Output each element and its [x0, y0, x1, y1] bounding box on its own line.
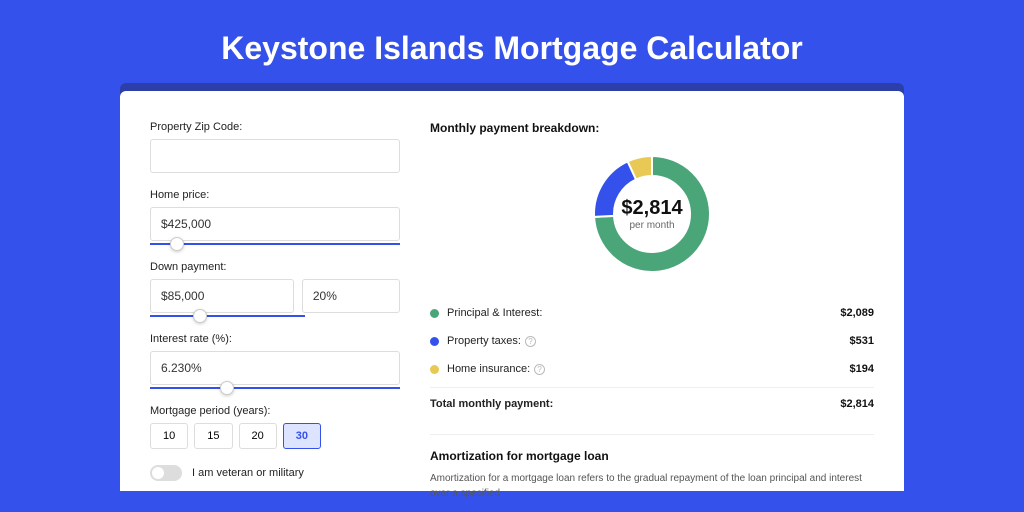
donut-center: $2,814 per month [621, 197, 682, 231]
legend-total-row: Total monthly payment: $2,814 [430, 387, 874, 418]
legend-row: Property taxes:? $531 [430, 327, 874, 355]
legend-row: Principal & Interest: $2,089 [430, 299, 874, 327]
home-price-label: Home price: [150, 189, 400, 201]
legend: Principal & Interest: $2,089 Property ta… [430, 299, 874, 418]
info-icon[interactable]: ? [525, 336, 536, 347]
slider-thumb[interactable] [220, 381, 234, 395]
calculator-card: Property Zip Code: Home price: Down paym… [120, 91, 904, 491]
zip-label: Property Zip Code: [150, 121, 400, 133]
slider-thumb[interactable] [193, 309, 207, 323]
home-price-input[interactable] [150, 207, 400, 241]
legend-row: Home insurance:? $194 [430, 355, 874, 383]
total-label: Total monthly payment: [430, 398, 840, 410]
legend-dot [430, 365, 439, 374]
page-title: Keystone Islands Mortgage Calculator [0, 0, 1024, 91]
home-price-slider[interactable] [150, 243, 400, 245]
period-btn-30[interactable]: 30 [283, 423, 321, 449]
veteran-label: I am veteran or military [192, 467, 304, 479]
slider-thumb[interactable] [170, 237, 184, 251]
mortgage-period-label: Mortgage period (years): [150, 405, 400, 417]
info-icon[interactable]: ? [534, 364, 545, 375]
down-payment-label: Down payment: [150, 261, 400, 273]
legend-dot [430, 337, 439, 346]
amortization-text: Amortization for a mortgage loan refers … [430, 471, 874, 501]
form-panel: Property Zip Code: Home price: Down paym… [150, 121, 400, 491]
zip-input[interactable] [150, 139, 400, 173]
breakdown-panel: Monthly payment breakdown: $2,814 per mo… [430, 121, 874, 491]
legend-value: $531 [850, 335, 874, 347]
veteran-toggle[interactable] [150, 465, 182, 481]
down-payment-slider[interactable] [150, 315, 305, 317]
legend-dot [430, 309, 439, 318]
interest-rate-label: Interest rate (%): [150, 333, 400, 345]
interest-rate-field: Interest rate (%): [150, 333, 400, 389]
legend-label: Principal & Interest: [447, 307, 840, 319]
period-btn-20[interactable]: 20 [239, 423, 277, 449]
mortgage-period-field: Mortgage period (years): 1015 2030 [150, 405, 400, 449]
down-payment-field: Down payment: [150, 261, 400, 317]
legend-label: Property taxes:? [447, 335, 850, 347]
interest-rate-slider[interactable] [150, 387, 400, 389]
period-btn-15[interactable]: 15 [194, 423, 232, 449]
donut-sub: per month [621, 220, 682, 231]
interest-rate-input[interactable] [150, 351, 400, 385]
donut-chart: $2,814 per month [430, 149, 874, 279]
veteran-row: I am veteran or military [150, 465, 400, 481]
total-value: $2,814 [840, 398, 874, 410]
period-btn-10[interactable]: 10 [150, 423, 188, 449]
mortgage-period-group: 1015 2030 [150, 423, 400, 449]
legend-label: Home insurance:? [447, 363, 850, 375]
legend-value: $194 [850, 363, 874, 375]
legend-value: $2,089 [840, 307, 874, 319]
amortization-title: Amortization for mortgage loan [430, 449, 874, 463]
down-payment-amount-input[interactable] [150, 279, 294, 313]
zip-field: Property Zip Code: [150, 121, 400, 173]
down-payment-pct-input[interactable] [302, 279, 400, 313]
breakdown-title: Monthly payment breakdown: [430, 121, 874, 135]
donut-amount: $2,814 [621, 197, 682, 220]
amortization-section: Amortization for mortgage loan Amortizat… [430, 434, 874, 501]
home-price-field: Home price: [150, 189, 400, 245]
